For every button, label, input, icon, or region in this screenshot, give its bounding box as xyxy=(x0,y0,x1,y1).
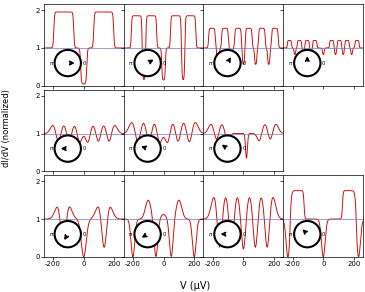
Text: dI/dV (normalized): dI/dV (normalized) xyxy=(2,90,11,167)
Text: V (μV): V (μV) xyxy=(180,281,210,291)
